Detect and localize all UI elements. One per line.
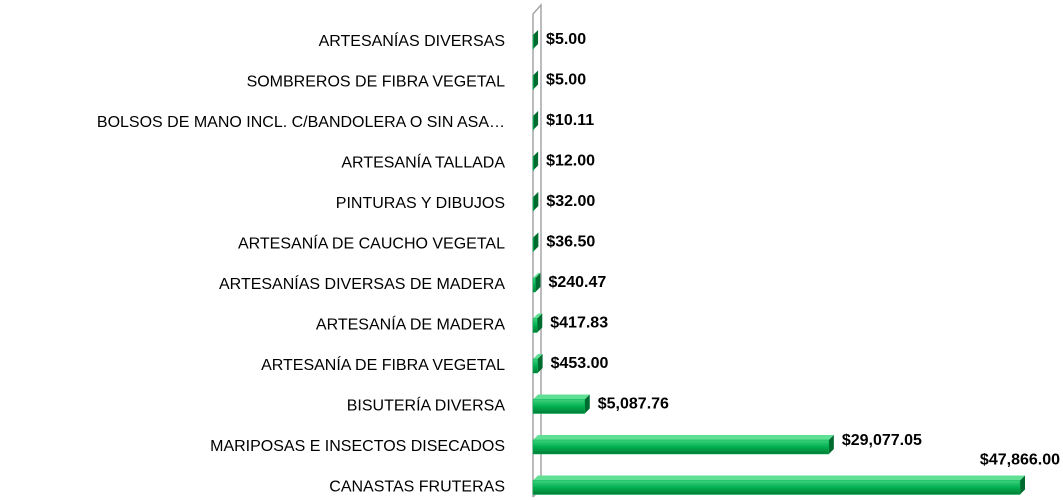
- bar: [532, 232, 539, 252]
- value-label: $12.00: [546, 153, 595, 170]
- category-label: ARTESANÍA DE CAUCHO VEGETAL: [238, 234, 505, 253]
- bar-top: [533, 273, 541, 278]
- value-label: $32.00: [546, 193, 595, 210]
- bar-top: [533, 394, 590, 400]
- value-label: $417.83: [550, 315, 608, 332]
- value-label: $5,087.76: [598, 396, 669, 413]
- category-label: ARTESANÍA DE FIBRA VEGETAL: [261, 355, 505, 374]
- bar-front: [532, 237, 534, 252]
- bar-top: [533, 111, 539, 116]
- bar-top: [533, 354, 543, 359]
- bar-front: [532, 277, 536, 293]
- bar-front: [532, 399, 586, 414]
- bar-side: [1020, 475, 1025, 495]
- bar-front: [532, 115, 534, 131]
- bar: [532, 70, 539, 90]
- bar: [532, 111, 539, 131]
- value-label: $240.47: [548, 274, 606, 291]
- bar-side: [535, 273, 541, 292]
- value-label: $453.00: [551, 355, 609, 372]
- bar: [532, 354, 543, 374]
- bar-top: [533, 192, 539, 197]
- bar-side: [533, 111, 539, 130]
- bar-front: [532, 34, 534, 50]
- category-label: MARIPOSAS E INSECTOS DISECADOS: [210, 438, 505, 455]
- bar: [532, 151, 539, 171]
- bar-front: [532, 318, 538, 333]
- bar-side: [828, 435, 834, 454]
- bar-side: [533, 151, 539, 171]
- bar-side: [537, 354, 543, 373]
- category-label: BOLSOS DE MANO INCL. C/BANDOLERA O SIN A…: [97, 114, 505, 131]
- bar: [532, 30, 539, 50]
- bar-top: [533, 475, 1025, 481]
- category-label: ARTESANÍA DE MADERA: [316, 315, 505, 334]
- bar-top: [533, 435, 834, 440]
- bar-side: [533, 30, 539, 49]
- bar: [532, 394, 590, 414]
- value-label: $47,866.00: [980, 452, 1060, 469]
- bar-side: [533, 70, 539, 90]
- bar-top: [533, 151, 539, 157]
- bar: [532, 435, 834, 455]
- bar: [532, 475, 1025, 495]
- bar-front: [532, 480, 1021, 495]
- category-label: ARTESANÍA TALLADA: [341, 153, 505, 172]
- bar-front: [532, 196, 534, 212]
- bar-front: [532, 156, 534, 171]
- bar-side: [584, 394, 590, 414]
- bar: [532, 273, 541, 293]
- bar-front: [532, 358, 538, 374]
- bar-top: [533, 30, 539, 35]
- value-label: $10.11: [546, 112, 594, 129]
- value-label: $5.00: [546, 31, 586, 48]
- bar-top: [533, 232, 539, 238]
- bar-top: [533, 313, 543, 319]
- bar-side: [533, 192, 539, 211]
- value-label: $5.00: [546, 72, 586, 89]
- bar-front: [532, 75, 534, 90]
- bar-top: [533, 70, 539, 76]
- bar-side: [533, 232, 539, 252]
- bar-side: [537, 313, 543, 333]
- value-label: $36.50: [546, 234, 595, 251]
- bar: [532, 313, 543, 333]
- bar: [532, 192, 539, 212]
- category-label: PINTURAS Y DIBUJOS: [336, 195, 505, 212]
- category-label: BISUTERÍA DIVERSA: [347, 396, 506, 415]
- category-label: ARTESANÍAS DIVERSAS: [319, 31, 505, 50]
- category-label: ARTESANÍAS DIVERSAS DE MADERA: [219, 274, 505, 293]
- category-label: SOMBREROS DE FIBRA VEGETAL: [247, 74, 506, 91]
- bar-front: [532, 439, 830, 455]
- category-label: CANASTAS FRUTERAS: [329, 479, 505, 496]
- value-label: $29,077.05: [842, 432, 922, 449]
